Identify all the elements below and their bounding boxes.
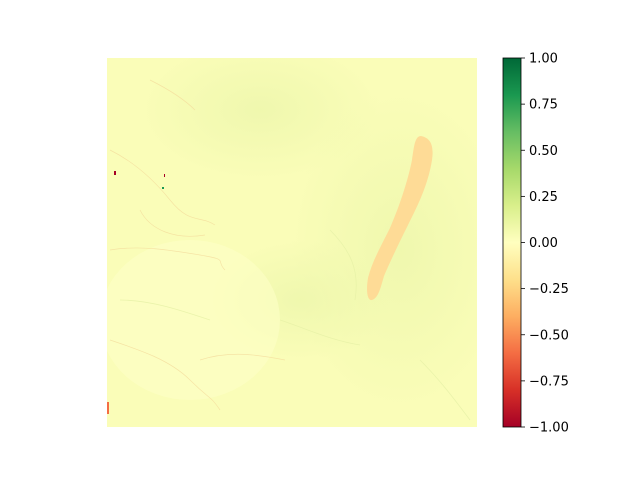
colorbar-tick-label: −1.00: [529, 421, 569, 436]
negative-strip: [367, 136, 433, 301]
colorbar-ticks: 1.00 0.75 0.50 0.25 0.00 −0.25 −0.50 −0.75 −1.00: [521, 52, 569, 436]
texture-lines: [109, 79, 286, 411]
outlier-pixel: [164, 174, 165, 177]
outlier-pixel: [114, 171, 116, 175]
paler-zone-left: [107, 240, 280, 400]
outlier-pixel: [162, 187, 164, 189]
heatmap-image: [107, 58, 477, 427]
colorbar-tick-label: 1.00: [529, 52, 558, 67]
colorbar-tick-label: −0.50: [529, 328, 569, 343]
texture-lines-green: [119, 229, 471, 421]
outlier-pixel: [107, 402, 109, 414]
colorbar-gradient: [502, 57, 522, 428]
colorbar-tick-label: 0.50: [529, 144, 558, 159]
colorbar-tick-label: −0.75: [529, 374, 569, 389]
colorbar-tick-label: −0.25: [529, 282, 569, 297]
colorbar-tick-label: 0.25: [529, 190, 558, 205]
colorbar-tick-label: 0.75: [529, 98, 558, 113]
colorbar-tick-label: 0.00: [529, 236, 558, 251]
colorbar: 1.00 0.75 0.50 0.25 0.00 −0.25 −0.50 −0.75 −1.00: [502, 52, 569, 436]
